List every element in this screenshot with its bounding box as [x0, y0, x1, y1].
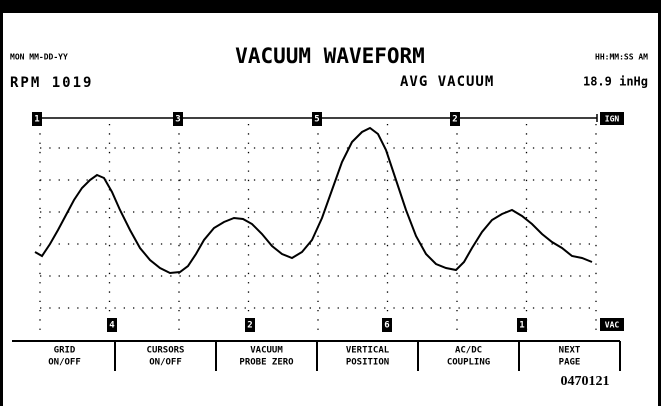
marker-badge	[450, 112, 460, 126]
marker-label: 6	[384, 321, 389, 331]
left-edge	[0, 0, 3, 406]
marker-badge	[312, 112, 322, 126]
button-label: ON/OFF	[48, 358, 81, 368]
button-label: PROBE ZERO	[239, 358, 294, 368]
marker-label: 3	[175, 115, 180, 125]
marker-badge	[382, 318, 392, 332]
marker-badge	[245, 318, 255, 332]
time: HH:MM:SS AM	[595, 53, 648, 62]
date: MON MM-DD-YY	[10, 53, 68, 62]
marker-label: 4	[109, 321, 115, 331]
marker-badge	[32, 112, 42, 126]
button-label: AC/DC	[455, 346, 482, 356]
marker-label: 1	[34, 115, 39, 125]
button-label: COUPLING	[447, 358, 490, 368]
avg-value: 18.9 inHg	[583, 75, 648, 89]
marker-badge	[173, 112, 183, 126]
marker-label: 5	[314, 115, 319, 125]
button-label: VERTICAL	[346, 346, 390, 356]
marker-label: 2	[452, 115, 457, 125]
top-bar	[0, 0, 661, 13]
button-label: NEXT	[559, 346, 581, 356]
markers: 1 3 5 2 4 2 6 1	[32, 112, 527, 332]
marker-label: 2	[247, 321, 252, 331]
figure-id: 0470121	[561, 374, 610, 389]
marker-label: 1	[519, 321, 524, 331]
channel-label: VAC	[605, 321, 620, 330]
channel-badge	[600, 318, 624, 331]
avg-label: AVG VACUUM	[400, 74, 494, 90]
button-label: PAGE	[559, 358, 581, 368]
title: VACUUM WAVEFORM	[235, 44, 425, 68]
button-label: ON/OFF	[149, 358, 182, 368]
waveform	[34, 126, 593, 275]
buttons: GRID ON/OFF CURSORS ON/OFF VACUUM PROBE ZERO V…	[48, 341, 621, 371]
button-label: POSITION	[346, 358, 389, 368]
button-label: VACUUM	[250, 346, 283, 356]
channel-badge	[600, 112, 624, 125]
button-label: GRID	[54, 346, 76, 356]
marker-badge	[517, 318, 527, 332]
channel-label: IGN	[605, 115, 620, 124]
button-label: CURSORS	[147, 346, 185, 356]
rpm: RPM 1019	[10, 75, 93, 91]
marker-badge	[107, 318, 117, 332]
right-edge	[658, 0, 661, 406]
